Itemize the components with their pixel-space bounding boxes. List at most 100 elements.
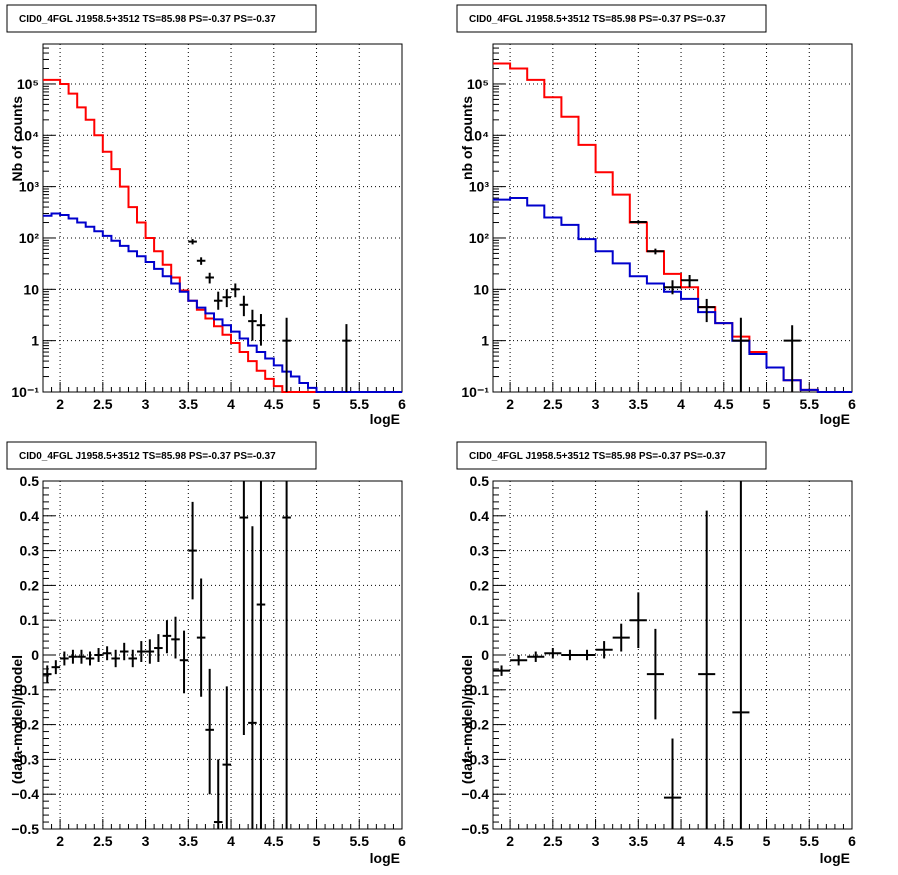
panel-bottom-right: CID0_4FGL J1958.5+3512 TS=85.98 PS=-0.37… [456, 441, 856, 866]
x-axis [42, 382, 403, 392]
y-tick-label: 0.1 [20, 612, 40, 628]
x-tick-label: 6 [848, 833, 856, 849]
data-points [188, 239, 351, 392]
y-tick-label: 1 [481, 333, 489, 349]
x-axis [492, 819, 853, 829]
x-tick-label: 5 [763, 396, 771, 412]
y-tick-label: 0.2 [20, 577, 40, 593]
x-tick-label: 3 [142, 396, 150, 412]
x-tick-label: 2 [56, 396, 64, 412]
y-axis-label: nb of counts [459, 96, 475, 180]
x-tick-label: 2.5 [543, 833, 563, 849]
x-tick-label: 3 [142, 833, 150, 849]
y-tick-label: 10⁴ [17, 127, 40, 143]
x-tick-label: 6 [398, 833, 406, 849]
y-tick-label: 10² [19, 230, 40, 246]
x-tick-label: 5.5 [800, 833, 820, 849]
x-tick-label: 5.5 [350, 396, 370, 412]
y-axis-label: Nb of counts [9, 96, 25, 182]
panel-title: CID0_4FGL J1958.5+3512 TS=85.98 PS=-0.37… [469, 451, 726, 462]
panel-bottom-left: CID0_4FGL J1958.5+3512 TS=85.98 PS=-0.37… [6, 441, 406, 866]
series-step-0 [493, 62, 852, 393]
x-tick-label: 4 [227, 833, 235, 849]
y-tick-label: 10 [23, 281, 39, 297]
x-tick-label: 5 [763, 833, 771, 849]
y-tick-label: 10⁻¹ [461, 384, 489, 400]
y-tick-label: 10⁴ [467, 127, 490, 143]
y-tick-label: −0.1 [461, 682, 489, 698]
y-tick-label: 0 [31, 647, 39, 663]
x-axis-label: logE [370, 850, 400, 866]
x-tick-label: 3 [592, 833, 600, 849]
y-tick-label: 10² [469, 230, 490, 246]
x-tick-label: 2.5 [93, 396, 113, 412]
x-tick-label: 3.5 [179, 833, 199, 849]
x-tick-label: 2 [56, 833, 64, 849]
x-tick-label: 2.5 [543, 396, 563, 412]
y-tick-label: −0.2 [11, 717, 39, 733]
x-tick-label: 6 [848, 396, 856, 412]
x-tick-label: 4.5 [264, 833, 284, 849]
y-axis [493, 43, 505, 393]
y-axis-label: (data-model)/model [459, 655, 475, 784]
y-axis [43, 480, 55, 830]
x-axis-label: logE [370, 411, 400, 427]
data-points [493, 481, 750, 829]
y-tick-label: −0.5 [11, 821, 39, 837]
x-tick-label: 4.5 [714, 833, 734, 849]
title-box [456, 441, 767, 470]
y-tick-label: 0.1 [470, 612, 490, 628]
y-tick-label: −0.4 [461, 786, 489, 802]
x-tick-label: 4 [677, 396, 685, 412]
y-axis [493, 480, 505, 830]
y-tick-label: −0.3 [461, 751, 489, 767]
y-tick-label: −0.4 [11, 786, 39, 802]
y-tick-label: −0.1 [11, 682, 39, 698]
y-tick-label: 0.2 [470, 577, 490, 593]
x-tick-label: 5 [313, 833, 321, 849]
panel-title: CID0_4FGL J1958.5+3512 TS=85.98 PS=-0.37… [19, 451, 276, 462]
y-tick-label: −0.5 [461, 821, 489, 837]
y-tick-label: 0 [481, 647, 489, 663]
data-points [43, 481, 291, 829]
y-tick-label: 10⁻¹ [11, 384, 39, 400]
panel-title: CID0_4FGL J1958.5+3512 TS=85.98 PS=-0.37… [19, 14, 276, 25]
x-tick-label: 4 [227, 396, 235, 412]
x-tick-label: 4.5 [714, 396, 734, 412]
x-tick-label: 4.5 [264, 396, 284, 412]
panel-top-left: CID0_4FGL J1958.5+3512 TS=85.98 PS=-0.37… [6, 4, 406, 427]
y-tick-label: 0.4 [20, 508, 40, 524]
series-step-1 [43, 212, 402, 393]
x-tick-label: 3 [592, 396, 600, 412]
y-tick-label: 10³ [469, 179, 490, 195]
panel-title: CID0_4FGL J1958.5+3512 TS=85.98 PS=-0.37… [469, 14, 726, 25]
y-tick-label: 0.5 [20, 473, 40, 489]
y-axis-label: (data-model)/model [9, 655, 25, 784]
y-tick-label: 0.5 [470, 473, 490, 489]
x-axis [42, 819, 403, 829]
title-box [6, 4, 317, 33]
y-tick-label: 0.3 [20, 543, 40, 559]
y-tick-label: 10³ [19, 179, 40, 195]
y-tick-label: 1 [31, 333, 39, 349]
y-tick-label: 10 [473, 281, 489, 297]
y-tick-label: −0.2 [461, 717, 489, 733]
x-axis-label: logE [820, 850, 850, 866]
x-tick-label: 2 [506, 833, 514, 849]
x-axis-label: logE [820, 411, 850, 427]
x-tick-label: 2.5 [93, 833, 113, 849]
x-tick-label: 5.5 [800, 396, 820, 412]
x-tick-label: 5 [313, 396, 321, 412]
y-tick-label: 10⁵ [17, 76, 39, 92]
series-step-1 [493, 197, 852, 393]
y-tick-label: 10⁵ [467, 76, 489, 92]
x-tick-label: 3.5 [629, 833, 649, 849]
x-tick-label: 4 [677, 833, 685, 849]
x-tick-label: 5.5 [350, 833, 370, 849]
x-tick-label: 6 [398, 396, 406, 412]
x-tick-label: 3.5 [629, 396, 649, 412]
title-box [6, 441, 317, 470]
series-step-0 [43, 78, 402, 393]
x-tick-label: 3.5 [179, 396, 199, 412]
